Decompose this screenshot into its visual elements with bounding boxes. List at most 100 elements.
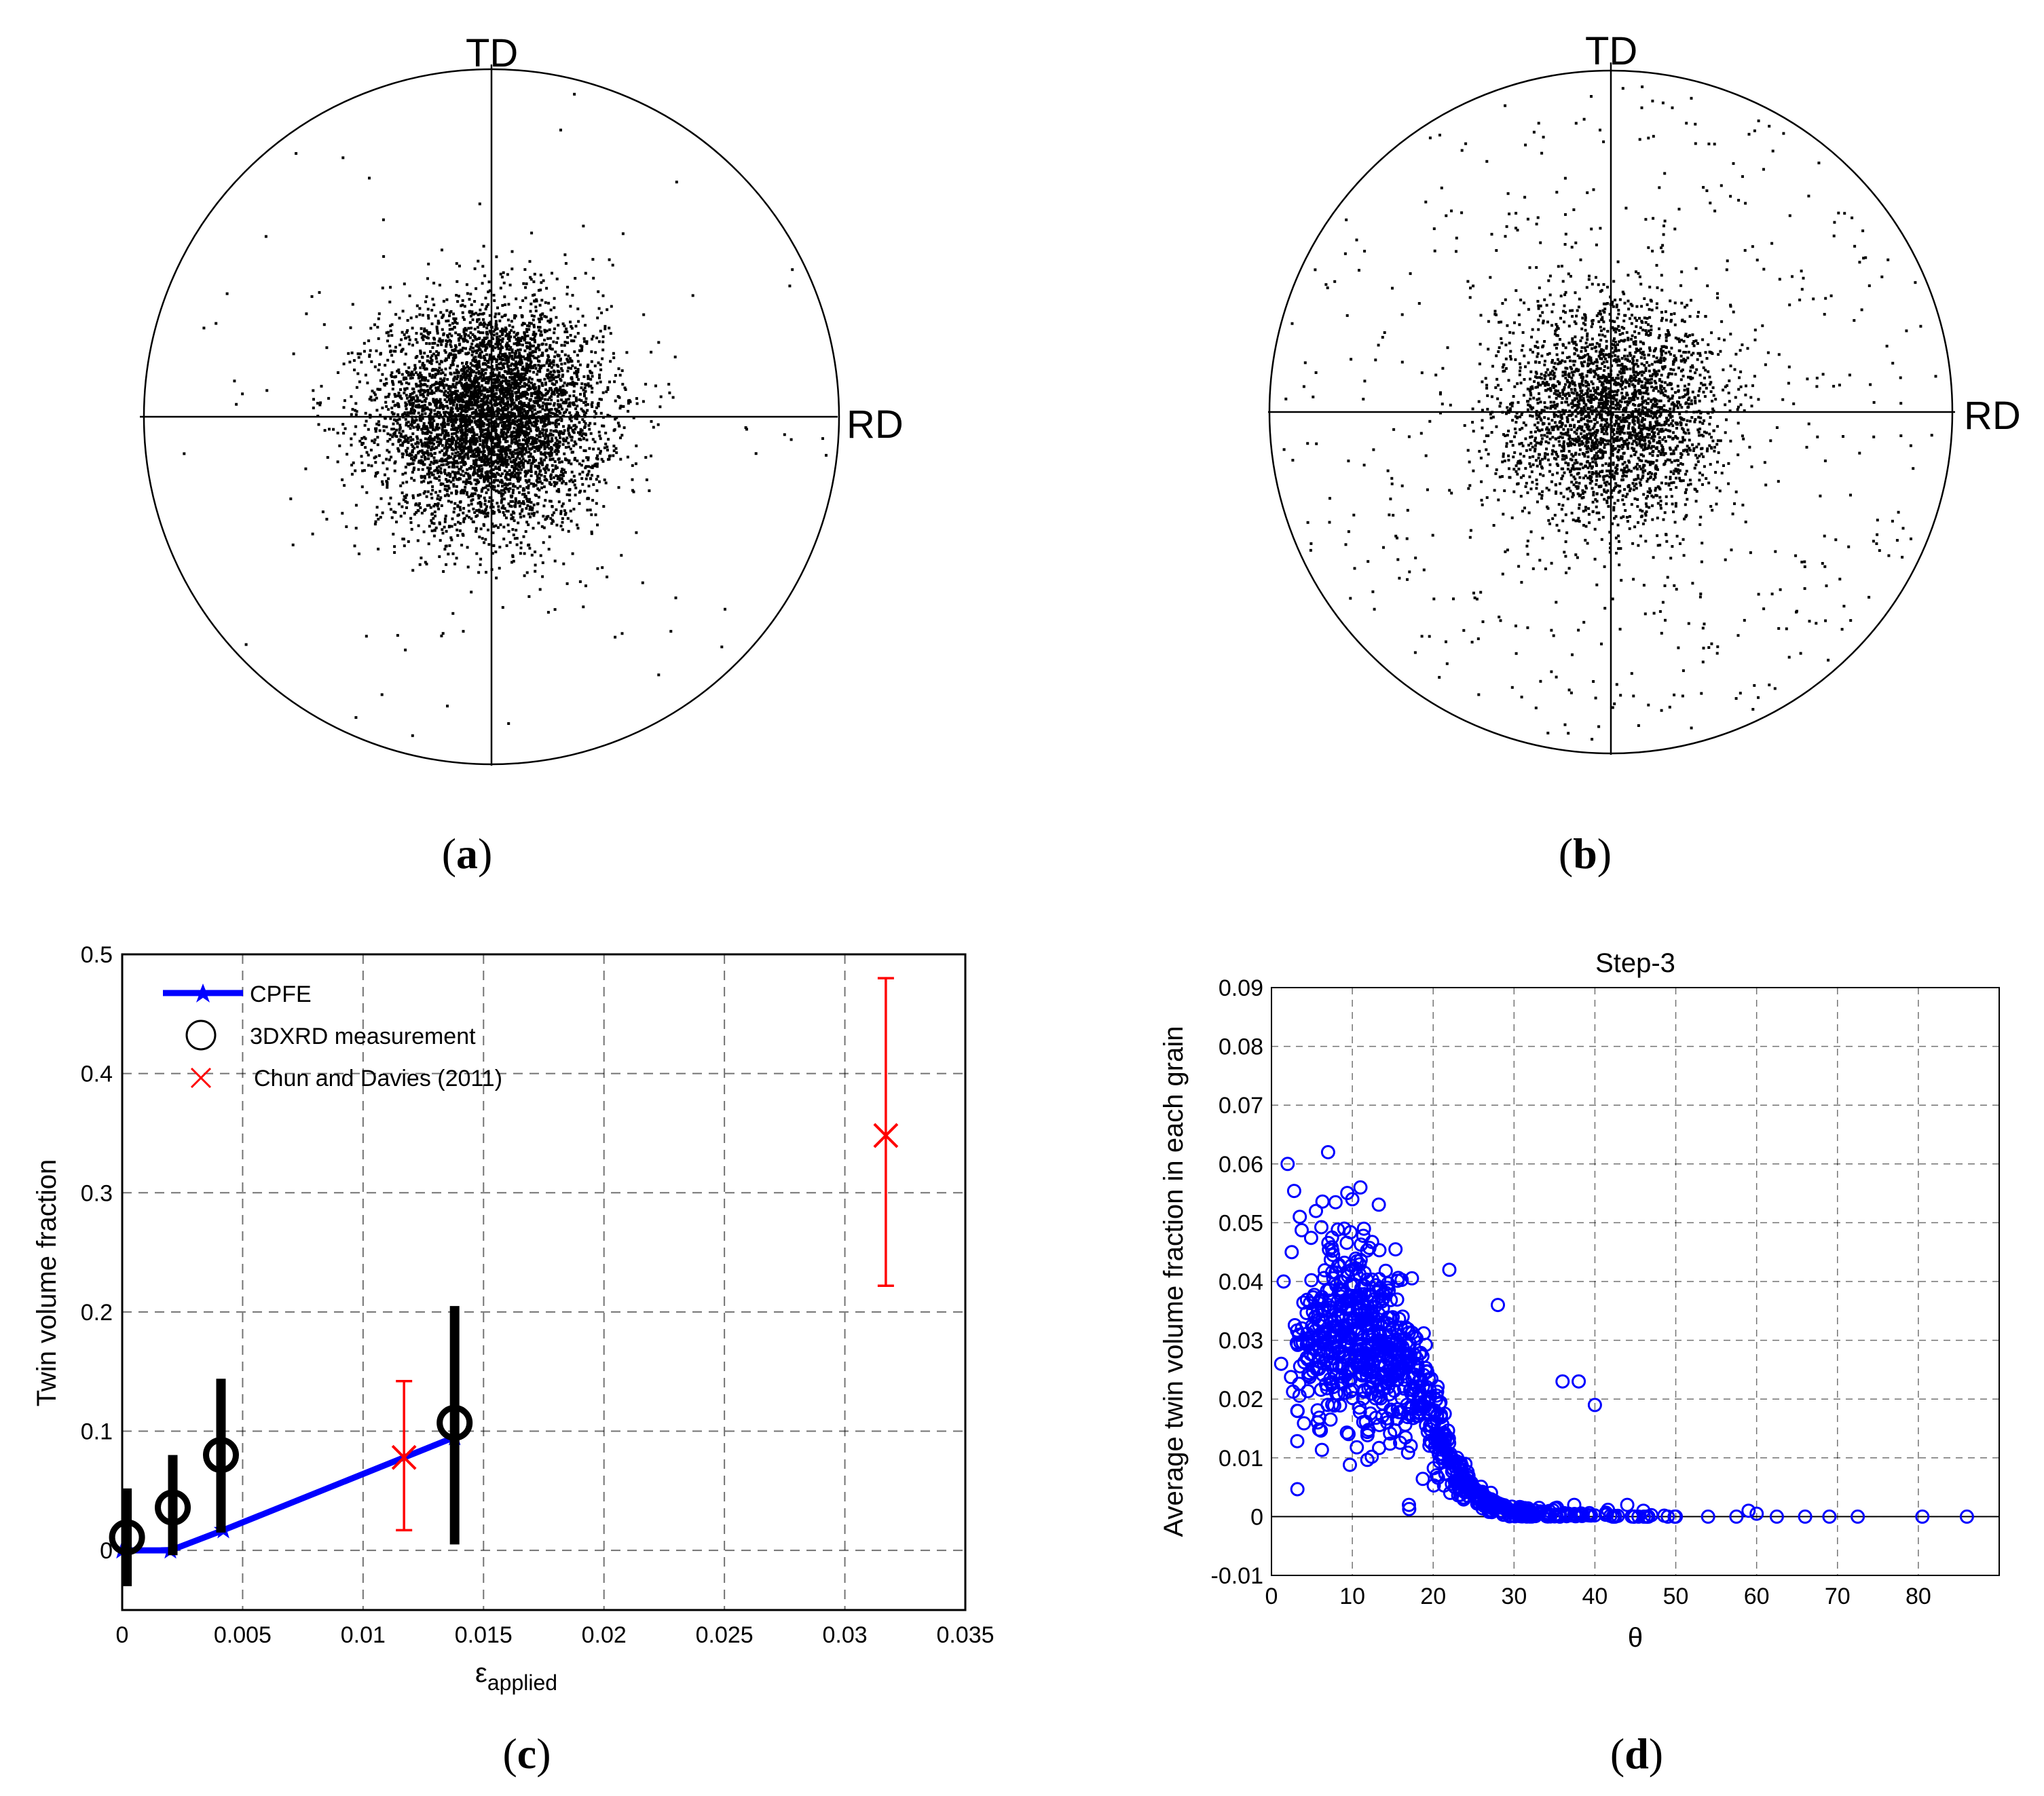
- pole-point-a-3229: [557, 354, 561, 357]
- pole-point-a-1966: [443, 386, 446, 390]
- pole-point-a-4373: [527, 512, 530, 516]
- pole-point-a-2390: [472, 390, 476, 393]
- pole-point-a-4109: [496, 409, 499, 413]
- pole-point-a-4037: [442, 314, 445, 317]
- pole-point-a-1266: [533, 383, 536, 386]
- pole-point-a-1627: [485, 343, 489, 346]
- pole-point-a-2155: [522, 515, 525, 518]
- pole-point-a-3987: [514, 360, 517, 364]
- pole-point-a-2334: [433, 476, 436, 479]
- pole-point-a-4431: [596, 567, 599, 570]
- pole-point-a-3443: [550, 453, 553, 457]
- pole-point-a-3684: [494, 379, 498, 382]
- pole-point-a-3840: [601, 340, 605, 343]
- pole-point-a-2547: [461, 400, 464, 403]
- pole-point-a-4454: [419, 438, 422, 442]
- pole-point-a-355: [507, 444, 510, 447]
- pole-point-a-554: [447, 391, 450, 394]
- pole-point-a-2628: [481, 424, 484, 428]
- pole-point-a-300: [504, 303, 506, 306]
- pole-point-a-2453: [496, 436, 499, 439]
- pole-point-a-2955: [484, 297, 487, 300]
- pole-point-a-2418: [460, 420, 463, 424]
- pole-point-a-3537: [516, 408, 519, 411]
- pole-point-a-2983: [481, 345, 485, 348]
- pole-point-a-4786: [520, 403, 523, 407]
- pole-point-a-4410: [553, 370, 556, 373]
- pole-point-a-1745: [415, 371, 418, 375]
- pole-point-a-4289: [403, 511, 406, 515]
- pole-point-a-1291: [509, 460, 513, 464]
- pole-point-a-2058: [599, 451, 602, 455]
- pole-point-a-3633: [425, 367, 428, 371]
- pole-point-a-2545: [455, 440, 458, 443]
- pole-point-a-3687: [473, 472, 477, 475]
- pole-point-a-4596: [459, 406, 462, 409]
- pole-point-a-3510: [374, 455, 377, 458]
- pole-point-a-4933: [519, 411, 523, 415]
- pole-point-a-4125: [538, 398, 541, 402]
- pole-point-a-543: [657, 341, 661, 344]
- pole-point-a-801: [447, 335, 450, 339]
- pole-point-a-3412: [357, 553, 360, 555]
- pole-point-a-4140: [575, 371, 578, 375]
- pole-point-a-4045: [540, 525, 544, 528]
- pole-point-a-436: [418, 493, 422, 496]
- pole-point-a-4924: [502, 423, 506, 426]
- pole-point-a-525: [414, 454, 417, 457]
- pole-point-a-4663: [477, 366, 480, 369]
- pole-point-a-4379: [515, 430, 519, 434]
- pole-point-a-3066: [451, 362, 454, 365]
- pole-point-a-4409: [446, 334, 449, 337]
- pole-point-a-3605: [516, 390, 519, 394]
- pole-point-a-3516: [555, 523, 559, 527]
- pole-point-a-3279: [415, 315, 418, 318]
- pole-point-a-4335: [510, 494, 514, 498]
- pole-point-a-4406: [381, 511, 384, 515]
- pole-point-a-3745: [447, 319, 450, 322]
- pole-point-a-285: [389, 433, 392, 436]
- pole-point-a-172: [436, 411, 440, 414]
- pole-point-a-4021: [536, 379, 540, 382]
- pole-point-a-771: [432, 282, 436, 285]
- pole-point-a-4231: [387, 334, 390, 337]
- pole-point-a-967: [472, 455, 476, 458]
- pole-point-a-4364: [376, 436, 379, 439]
- pole-point-a-4005: [472, 378, 476, 381]
- pole-point-a-4968: [508, 348, 511, 351]
- pole-point-a-4754: [541, 461, 544, 464]
- pole-point-a-536: [390, 428, 394, 431]
- pole-point-a-46: [529, 348, 532, 351]
- pole-point-a-1631: [414, 338, 417, 341]
- pole-point-a-1872: [546, 438, 550, 442]
- pole-point-a-4651: [480, 511, 483, 515]
- pole-point-a-4955: [525, 414, 528, 417]
- pole-point-a-1150: [429, 452, 432, 455]
- pole-point-a-3851: [559, 403, 562, 407]
- pole-point-a-4808: [498, 395, 501, 398]
- pole-point-a-3358: [485, 455, 489, 458]
- pole-point-a-4074: [470, 420, 473, 424]
- pole-point-a-4704: [508, 417, 511, 419]
- pole-point-a-613: [553, 355, 557, 358]
- pole-point-a-1715: [489, 399, 492, 403]
- pole-point-a-1302: [445, 544, 448, 548]
- pole-point-a-2759: [447, 472, 450, 475]
- pole-point-a-1220: [413, 479, 416, 482]
- pole-point-a-163: [549, 337, 553, 340]
- pole-point-a-1589: [460, 426, 463, 428]
- pole-point-a-4425: [482, 318, 485, 321]
- pole-point-a-1815: [498, 546, 502, 548]
- pole-point-a-4354: [518, 343, 521, 346]
- pole-point-a-3764: [394, 350, 397, 353]
- pole-point-a-3406: [443, 452, 446, 455]
- pole-point-a-2944: [553, 481, 556, 484]
- pole-point-a-3200: [460, 304, 463, 307]
- pole-point-a-369: [492, 472, 496, 476]
- pole-point-a-3228: [415, 435, 419, 438]
- pole-point-a-3986: [489, 323, 491, 326]
- pole-point-a-2316: [439, 433, 443, 436]
- pole-point-a-2320: [424, 441, 427, 445]
- pole-point-a-2692: [594, 351, 597, 354]
